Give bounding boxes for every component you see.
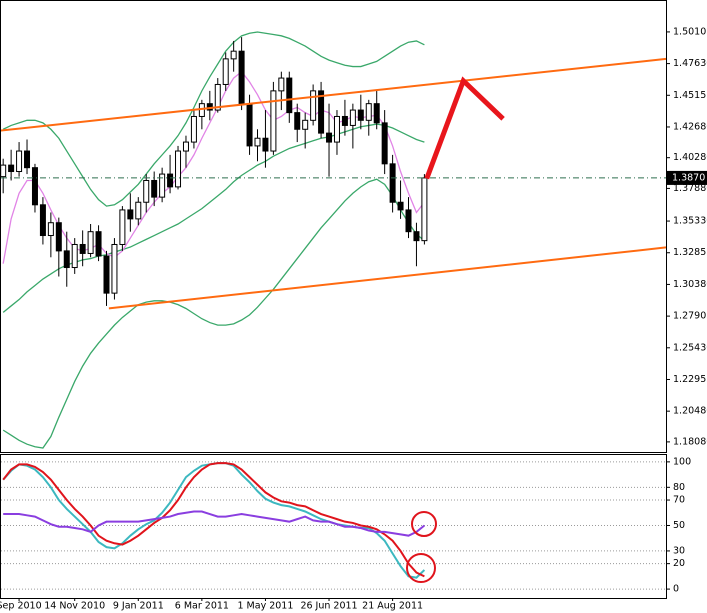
candle-body — [16, 150, 23, 173]
highlight-circle — [406, 553, 436, 583]
candle-body — [55, 222, 62, 252]
candle-body — [8, 164, 15, 173]
candle-body — [373, 103, 380, 124]
x-tick-label: 6 Mar 2011 — [175, 601, 229, 612]
candle-body — [238, 50, 245, 105]
candle-body — [95, 231, 102, 257]
y-tick-label: 20 — [673, 558, 685, 569]
forecast-arrow — [424, 76, 505, 180]
candle-body — [365, 103, 372, 121]
candle-body — [349, 109, 356, 126]
candle-body — [63, 250, 70, 269]
candle-body — [135, 201, 142, 220]
y-tick-label: 1.37880 — [673, 183, 707, 194]
candle-body — [357, 109, 364, 121]
y-tick-label: 1.22955 — [673, 374, 707, 385]
candle-body — [222, 58, 229, 85]
candle-body — [294, 112, 301, 130]
candle-body — [246, 103, 253, 147]
candle-body — [103, 255, 110, 294]
oscillator-line — [3, 510, 426, 537]
candle-body — [397, 201, 404, 211]
y-tick-label: 1.27905 — [673, 311, 707, 322]
y-tick-label: 1.32855 — [673, 247, 707, 258]
current-price-label: 1.3870 — [672, 172, 705, 183]
indicator-line — [2, 31, 425, 207]
indicator-line — [2, 178, 425, 449]
candle-body — [214, 83, 221, 111]
y-tick-label: 1.18080 — [673, 436, 707, 447]
candle-body — [381, 122, 388, 165]
candle-body — [333, 115, 340, 143]
candle-body — [413, 231, 420, 242]
candle-body — [389, 163, 396, 203]
y-tick-label: 1.50105 — [673, 26, 707, 37]
y-tick-label: 0 — [673, 584, 679, 595]
candle-body — [79, 243, 86, 254]
candle-body — [190, 115, 197, 143]
candle-body — [278, 77, 285, 92]
candle-body — [254, 137, 261, 147]
candle-body — [111, 243, 118, 294]
candle-body — [127, 209, 134, 220]
y-tick-label: 100 — [673, 456, 691, 467]
x-tick-label: 1 May 2011 — [237, 601, 293, 612]
x-tick-label: 9 Jan 2011 — [113, 601, 164, 612]
candle-body — [341, 115, 348, 126]
candle-body — [167, 173, 174, 188]
candle-body — [182, 141, 189, 152]
candle-body — [175, 150, 182, 188]
candle-body — [405, 209, 412, 233]
y-tick-label: 1.25430 — [673, 342, 707, 353]
candle-body — [159, 173, 166, 198]
y-tick-label: 1.47630 — [673, 58, 707, 69]
x-tick-label: 14 Nov 2010 — [44, 601, 105, 612]
y-tick-label: 30 — [673, 545, 685, 556]
highlight-circle — [411, 511, 437, 537]
candle-body — [24, 150, 31, 169]
oscillator-panel-frame — [0, 454, 667, 599]
current-price-box — [667, 170, 707, 185]
candle-body — [31, 167, 38, 206]
candle-body — [318, 90, 325, 134]
trend-line — [108, 246, 667, 310]
candle-body — [119, 209, 126, 245]
y-tick-label: 1.30380 — [673, 279, 707, 290]
y-tick-label: 1.35330 — [673, 216, 707, 227]
y-tick-label: 80 — [673, 482, 685, 493]
x-tick-label: Sep 2010 — [0, 601, 42, 612]
candle-body — [71, 243, 78, 269]
candle-body — [310, 90, 317, 121]
y-tick-label: 1.20480 — [673, 406, 707, 417]
candle-body — [262, 137, 269, 152]
y-tick-label: 50 — [673, 520, 685, 531]
y-tick-label: 1.40280 — [673, 152, 707, 163]
candle-body — [87, 231, 94, 254]
candle-body — [286, 77, 293, 114]
candle-body — [143, 179, 150, 203]
candle-body — [302, 119, 309, 130]
candle-body — [326, 132, 333, 143]
y-tick-label: 1.42680 — [673, 121, 707, 132]
candle-body — [0, 164, 7, 178]
x-tick-label: 21 Aug 2011 — [362, 601, 423, 612]
plot-layer: 1.50105 1.47630 1.45155 1.42680 1.40280 1.378… — [0, 26, 707, 612]
trend-line — [0, 57, 667, 132]
candle-body — [39, 204, 46, 237]
candle-body — [421, 177, 428, 242]
candle-body — [270, 90, 277, 152]
y-tick-label: 70 — [673, 495, 685, 506]
y-tick-label: 1.45155 — [673, 90, 707, 101]
price-panel-frame — [0, 0, 667, 453]
x-tick-label: 26 Jun 2011 — [300, 601, 357, 612]
oscillator-line — [2, 462, 425, 578]
candle-body — [151, 179, 158, 198]
candle-body — [230, 50, 237, 60]
candle-body — [47, 222, 54, 237]
